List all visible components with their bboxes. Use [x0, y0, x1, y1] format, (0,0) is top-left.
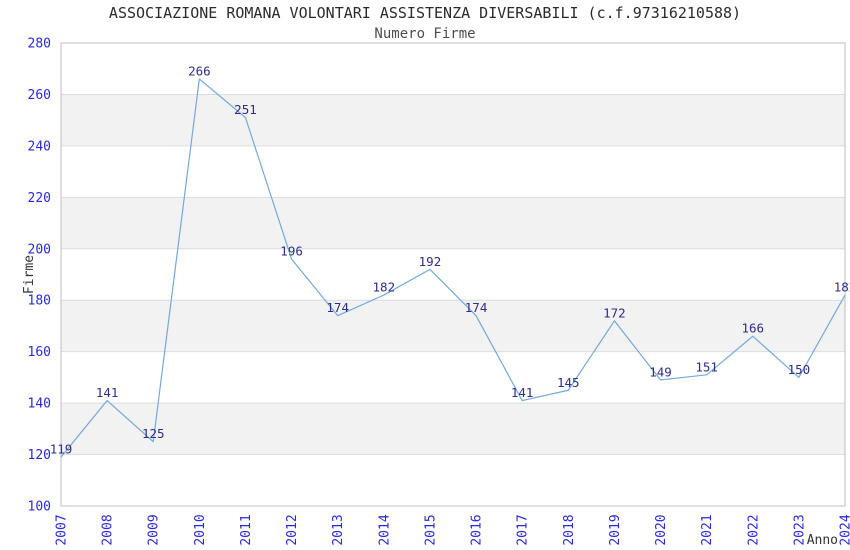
y-axis-title: Firme [22, 255, 37, 294]
point-label: 174 [326, 300, 349, 315]
point-label: 141 [96, 385, 119, 400]
point-label: 119 [50, 442, 73, 457]
point-label: 151 [695, 359, 718, 374]
point-label: 266 [188, 64, 211, 79]
x-tick-label: 2011 [239, 514, 254, 545]
chart-title: ASSOCIAZIONE ROMANA VOLONTARI ASSISTENZA… [108, 4, 742, 22]
x-tick-label: 2024 [839, 514, 850, 545]
point-labels-layer: 119 141 125 266 251 196 174 182 192 174 141 145 172 1… [50, 64, 850, 457]
grid-bands-layer [61, 93, 845, 456]
x-tick-label: 2007 [55, 514, 70, 545]
line-series [60, 78, 846, 458]
x-tick-label: 2014 [377, 514, 392, 545]
x-tick-label: 2019 [608, 514, 623, 545]
y-tick-label: 280 [28, 37, 51, 52]
x-tick-label: 2013 [331, 514, 346, 545]
point-label: 149 [649, 364, 672, 379]
x-tick-label: 2018 [562, 514, 577, 545]
point-label: 125 [142, 426, 165, 441]
point-label: 251 [234, 102, 257, 117]
x-tick-label: 2022 [746, 514, 761, 545]
x-tick-label: 2009 [147, 514, 162, 545]
point-label: 172 [603, 305, 626, 320]
y-tick-label: 120 [28, 448, 51, 463]
y-tick-label: 240 [28, 139, 51, 154]
point-label: 141 [511, 385, 534, 400]
point-label: 196 [280, 244, 303, 259]
y-tick-label: 180 [28, 294, 51, 309]
point-label: 182 [373, 280, 396, 295]
y-tick-label: 160 [28, 345, 51, 360]
point-label: 150 [788, 362, 811, 377]
x-tick-label: 2021 [700, 514, 715, 545]
grid-band [61, 197, 845, 249]
x-tick-label: 2012 [285, 514, 300, 545]
grid-band [61, 94, 845, 146]
grid-band [61, 403, 845, 455]
x-tick-label: 2017 [516, 514, 531, 545]
y-tick-label: 260 [28, 88, 51, 103]
y-tick-label: 200 [28, 242, 51, 257]
x-axis-title: Anno [807, 533, 838, 548]
chart-subtitle: Numero Firme [374, 26, 476, 42]
axes-layer: 100 120 140 160 180 200 220 240 260 280 2007 2008 20… [28, 37, 850, 546]
x-tick-label: 2010 [193, 514, 208, 545]
point-label: 192 [419, 254, 442, 269]
point-label: 174 [465, 300, 488, 315]
point-label: 145 [557, 375, 580, 390]
y-tick-label: 140 [28, 397, 51, 412]
y-tick-label: 220 [28, 191, 51, 206]
series-layer [60, 78, 846, 458]
point-label: 182 [834, 280, 850, 295]
x-tick-label: 2016 [470, 514, 485, 545]
point-label: 166 [741, 321, 764, 336]
x-tick-label: 2020 [654, 514, 669, 545]
x-tick-label: 2015 [423, 514, 438, 545]
x-tick-label: 2023 [792, 514, 807, 545]
plot-border [60, 42, 846, 507]
y-tick-label: 100 [28, 500, 51, 515]
grid-band [61, 300, 845, 352]
x-tick-label: 2008 [101, 514, 116, 545]
